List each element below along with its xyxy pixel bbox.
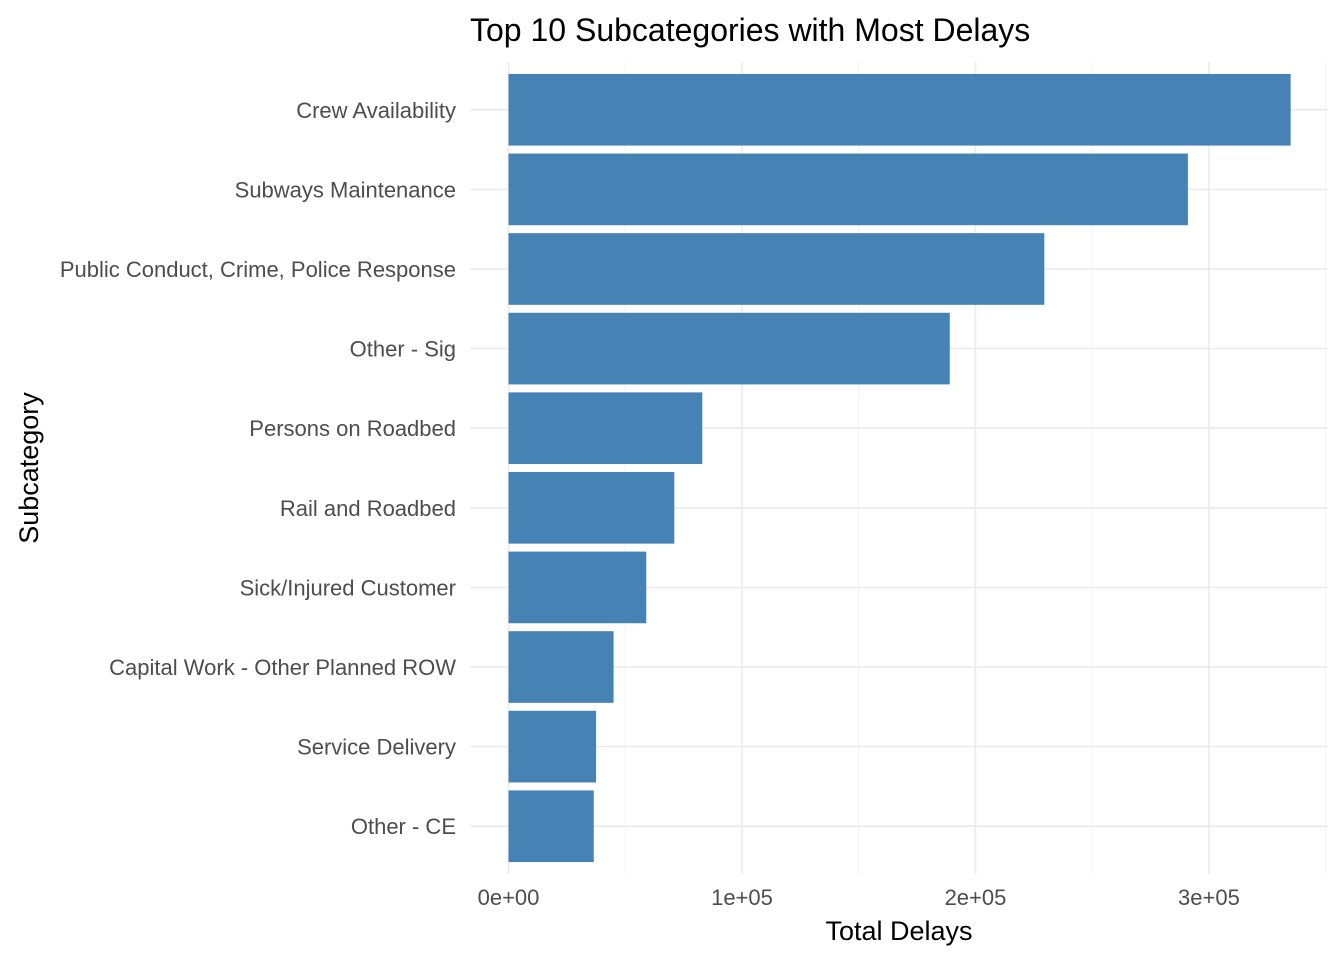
y-tick-label: Other - Sig [350,337,456,362]
bar [508,153,1188,226]
bar [508,551,647,624]
x-tick-label: 2e+05 [945,885,1007,910]
y-tick-label: Other - CE [351,814,456,839]
bar [508,710,597,783]
y-axis-title: Subcategory [14,392,44,544]
y-tick-label: Public Conduct, Crime, Police Response [60,257,456,282]
bar [508,233,1045,305]
y-tick-label: Rail and Roadbed [280,496,456,521]
y-tick-label: Crew Availability [296,98,456,123]
y-tick-label: Sick/Injured Customer [240,575,456,600]
y-tick-labels: Crew Availability Subways Maintenance Publ… [60,98,456,839]
bar [508,471,675,544]
x-tick-labels: 0e+00 1e+05 2e+05 3e+05 [478,885,1240,910]
bar [508,392,703,465]
x-axis-title: Total Delays [825,916,972,946]
bars [508,73,1291,863]
bar [508,312,950,385]
bar [508,73,1291,146]
y-tick-label: Subways Maintenance [235,177,456,202]
chart-title: Top 10 Subcategories with Most Delays [470,12,1030,48]
x-tick-label: 1e+05 [711,885,773,910]
bar [508,631,614,703]
bar [508,790,594,863]
y-tick-label: Persons on Roadbed [249,416,456,441]
y-tick-label: Service Delivery [297,735,456,760]
x-tick-label: 0e+00 [478,885,540,910]
x-tick-label: 3e+05 [1178,885,1240,910]
y-tick-label: Capital Work - Other Planned ROW [109,655,456,680]
